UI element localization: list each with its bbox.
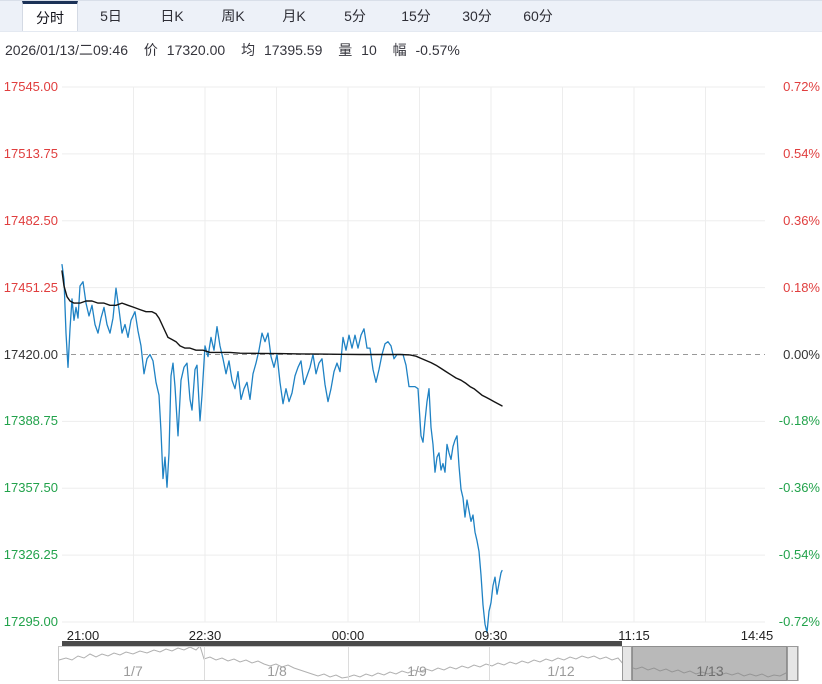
period-tab-bar: 分时 5日 日K 周K 月K 5分 15分 30分 60分: [0, 0, 822, 32]
change-field-label: 幅: [392, 42, 407, 58]
tab-月K[interactable]: 月K: [282, 8, 306, 24]
price-tick-17295.00: 17295.00: [3, 614, 58, 629]
price-tick-17513.75: 17513.75: [3, 145, 58, 161]
price-value: 17320.00: [166, 42, 226, 58]
time-tick-00:00: 00:00: [331, 628, 365, 643]
price-tick-17357.50: 17357.50: [3, 480, 58, 496]
tab-30分[interactable]: 30分: [462, 8, 492, 24]
percent-tick-0.00%: 0.00%: [783, 346, 820, 362]
average-field-label: 均: [241, 42, 256, 58]
percent-tick-0.54%: 0.54%: [783, 145, 820, 161]
navigator-day-separator: [348, 647, 349, 680]
navigator-loaded-range-bar: [62, 641, 622, 646]
percent-tick-0.18%: 0.18%: [783, 279, 820, 295]
time-tick-22:30: 22:30: [188, 628, 222, 643]
percent-tick-0.36%: 0.36%: [783, 212, 820, 228]
navigator-day-1/8[interactable]: 1/8: [267, 663, 287, 679]
price-tick-17326.25: 17326.25: [3, 547, 58, 563]
average-line: [61, 270, 503, 407]
percent-tick--0.18%: -0.18%: [778, 413, 820, 429]
average-value: 17395.59: [263, 42, 323, 58]
navigator-day-1/13[interactable]: 1/13: [696, 663, 724, 679]
percent-tick--0.54%: -0.54%: [778, 547, 820, 563]
time-tick-21:00: 21:00: [66, 628, 100, 643]
time-tick-14:45: 14:45: [740, 628, 774, 643]
navigator-day-separator: [489, 647, 490, 680]
navigator-day-1/9[interactable]: 1/9: [407, 663, 427, 679]
price-field-label: 价: [143, 42, 158, 58]
price-line: [61, 263, 503, 634]
navigator-day-1/12[interactable]: 1/12: [547, 663, 575, 679]
quote-info-bar: 2026/01/13/二09:46 价 17320.00 均 17395.59 …: [5, 40, 460, 60]
tab-15分[interactable]: 15分: [401, 8, 431, 24]
time-tick-11:15: 11:15: [618, 628, 650, 643]
navigator-day-separator: [204, 647, 205, 680]
time-tick-09:30: 09:30: [474, 628, 508, 643]
volume-field-label: 量: [338, 42, 353, 58]
chart-plot-area[interactable]: [62, 87, 765, 622]
tab-5日[interactable]: 5日: [100, 8, 122, 24]
navigator-left-handle[interactable]: [622, 646, 632, 681]
quote-datetime: 2026/01/13/二09:46: [5, 42, 128, 58]
navigator-selection[interactable]: [632, 646, 787, 681]
percent-tick--0.36%: -0.36%: [778, 480, 820, 496]
tab-日K[interactable]: 日K: [160, 8, 184, 24]
tab-周K[interactable]: 周K: [221, 8, 245, 24]
percent-tick-0.72%: 0.72%: [783, 79, 820, 94]
tab-60分[interactable]: 60分: [523, 8, 553, 24]
change-value: -0.57%: [415, 42, 460, 58]
tab-5分[interactable]: 5分: [344, 8, 366, 24]
navigator-right-handle[interactable]: [787, 646, 798, 681]
percent-tick--0.72%: -0.72%: [778, 614, 820, 629]
price-tick-17420.00: 17420.00: [3, 346, 58, 362]
navigator-day-1/7[interactable]: 1/7: [123, 663, 143, 679]
price-tick-17482.50: 17482.50: [3, 212, 58, 228]
tab-分时-active[interactable]: 分时: [22, 1, 78, 31]
price-tick-17388.75: 17388.75: [3, 413, 58, 429]
price-tick-17451.25: 17451.25: [3, 279, 58, 295]
date-navigator-track[interactable]: [58, 646, 799, 681]
volume-value: 10: [361, 42, 377, 58]
price-tick-17545.00: 17545.00: [3, 79, 58, 94]
